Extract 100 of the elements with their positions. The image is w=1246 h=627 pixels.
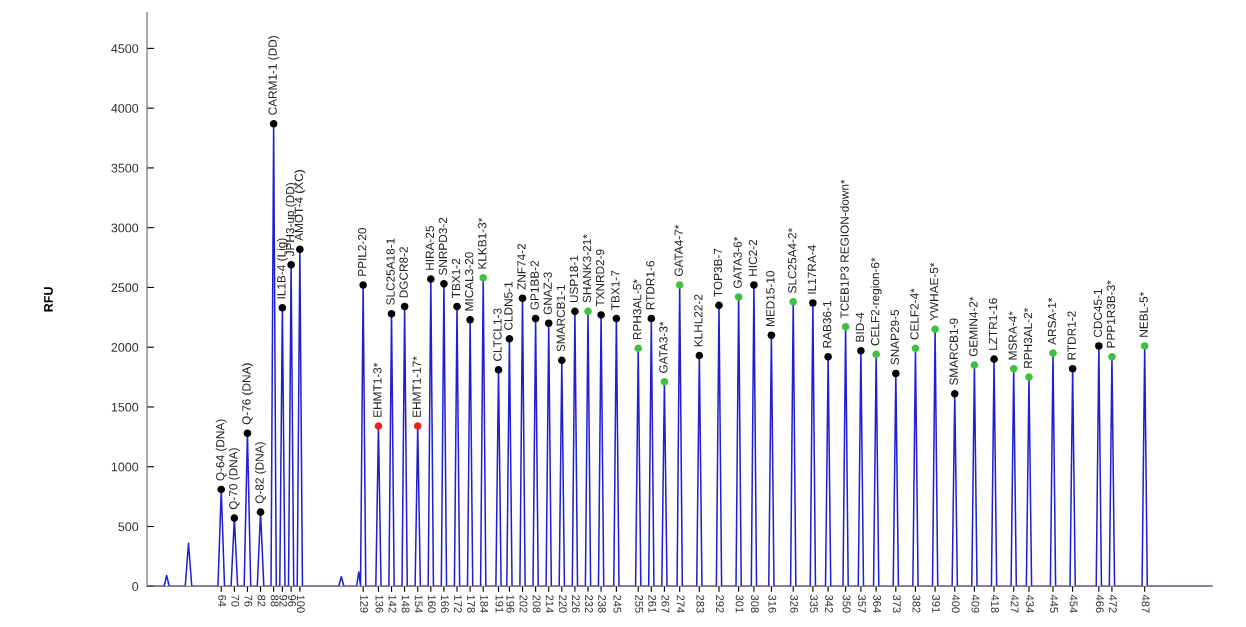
x-tick-label: 184	[480, 595, 489, 613]
annotation: LZTR1-16	[988, 298, 998, 350]
x-tick-label: 96	[288, 595, 296, 607]
annotation: KLHL22-2	[694, 294, 703, 347]
annotation: SLC25A4-2*	[788, 228, 797, 293]
x-tick-label: 274	[676, 595, 685, 613]
annotation: GATA4-7*	[674, 224, 683, 277]
annotation: TBX1-7	[611, 270, 620, 310]
annotation: RPH3AL-2*	[1023, 307, 1033, 368]
annotation: CELF2-region-6*	[870, 257, 882, 346]
x-tick-label: 472	[1109, 594, 1117, 613]
annotation: RTDR1-6	[646, 261, 655, 310]
annotation: NEBL-5*	[1139, 291, 1148, 337]
annotation: PPP1R3B-3*	[1106, 280, 1116, 348]
x-tick-label: 136	[375, 595, 384, 613]
point	[453, 302, 461, 311]
point	[571, 307, 579, 316]
annotation: PPIL2-20	[357, 227, 367, 276]
annotation: YWHAE-5*	[930, 262, 939, 321]
x-tick-label: 454	[1069, 594, 1078, 613]
x-tick-label: 129	[360, 595, 369, 613]
point	[695, 351, 704, 360]
x-tick-label: 178	[467, 595, 476, 613]
y-tick-label: 2000	[111, 343, 139, 352]
annotation: GNAZ-3	[543, 272, 552, 315]
point	[857, 346, 865, 355]
annotation: ZNF74-2	[517, 243, 526, 290]
point	[278, 303, 287, 312]
point	[734, 293, 743, 301]
x-tick-label: 232	[585, 595, 593, 613]
annotation: CARM1-1 (DD)	[268, 36, 280, 115]
point	[789, 297, 798, 306]
y-tick-label: 4000	[111, 103, 139, 113]
point	[1025, 373, 1033, 381]
y-tick-label: 1000	[111, 462, 139, 472]
annotation: Q-82 (DNA)	[255, 442, 267, 504]
x-tick-label: 409	[971, 594, 980, 613]
x-tick-label: 100	[296, 595, 305, 613]
x-tick-label: 364	[873, 595, 882, 613]
x-tick-label: 292	[716, 595, 724, 613]
annotation: RAB36-1	[822, 301, 832, 348]
annotation: GATA3-3*	[659, 321, 668, 373]
point	[1108, 352, 1116, 361]
annotation: Q-64 (DNA)	[215, 419, 227, 481]
x-tick-label: 261	[648, 595, 657, 613]
annotation: GEMIN4-2*	[969, 296, 978, 357]
annotation: TCEB1P3 REGION-down*	[840, 179, 849, 319]
x-tick-label: 445	[1050, 594, 1058, 613]
y-axis-title: RFU	[44, 287, 53, 312]
point	[970, 361, 979, 369]
annotation: USP18-1	[569, 255, 579, 303]
point	[950, 390, 959, 398]
x-tick-label: 350	[842, 595, 851, 613]
point	[647, 314, 656, 323]
x-tick-label: 357	[857, 595, 866, 613]
annotation: DGCR8-2	[399, 247, 408, 298]
y-tick-label: 2500	[111, 283, 139, 293]
point	[269, 119, 278, 128]
point	[359, 281, 367, 289]
x-tick-label: 308	[750, 595, 759, 613]
annotation: SMARCB1-1	[556, 285, 565, 352]
point	[413, 422, 422, 430]
point	[715, 301, 723, 310]
x-tick-label: 326	[790, 595, 799, 613]
point	[675, 281, 684, 289]
x-tick-label: 487	[1141, 594, 1150, 613]
point	[809, 299, 817, 307]
annotation: CLTCL1-3	[493, 308, 502, 361]
x-tick-label: 418	[991, 594, 999, 613]
x-tick-label: 283	[696, 595, 705, 613]
point	[387, 309, 396, 318]
x-tick-label: 160	[427, 595, 436, 613]
point	[824, 352, 832, 361]
annotation: GATA3-6*	[733, 236, 742, 289]
point	[287, 260, 295, 269]
x-tick-label: 342	[825, 595, 834, 613]
x-tick-label: 166	[440, 595, 449, 613]
point	[1049, 349, 1057, 357]
point	[612, 314, 621, 323]
point	[911, 344, 920, 353]
x-tick-label: 301	[735, 595, 744, 613]
x-tick-label: 64	[218, 595, 227, 607]
x-tick-label: 427	[1010, 594, 1019, 613]
annotation: HIC2-2	[748, 239, 758, 276]
y-tick-label: 500	[118, 522, 139, 532]
x-tick-label: 172	[454, 595, 462, 613]
point	[427, 275, 435, 283]
annotation: SNAP29-5	[890, 309, 899, 365]
point	[479, 274, 488, 282]
point	[1095, 342, 1103, 350]
point	[544, 319, 553, 328]
annotation: Q-70 (DNA)	[228, 448, 240, 510]
annotation: TOP3B-7	[713, 248, 723, 297]
point	[230, 514, 239, 522]
point	[518, 294, 527, 302]
x-tick-label: 434	[1026, 594, 1034, 613]
point	[1068, 364, 1077, 373]
y-tick-label: 1500	[111, 402, 139, 412]
point	[494, 366, 503, 374]
x-tick-label: 76	[244, 595, 253, 607]
